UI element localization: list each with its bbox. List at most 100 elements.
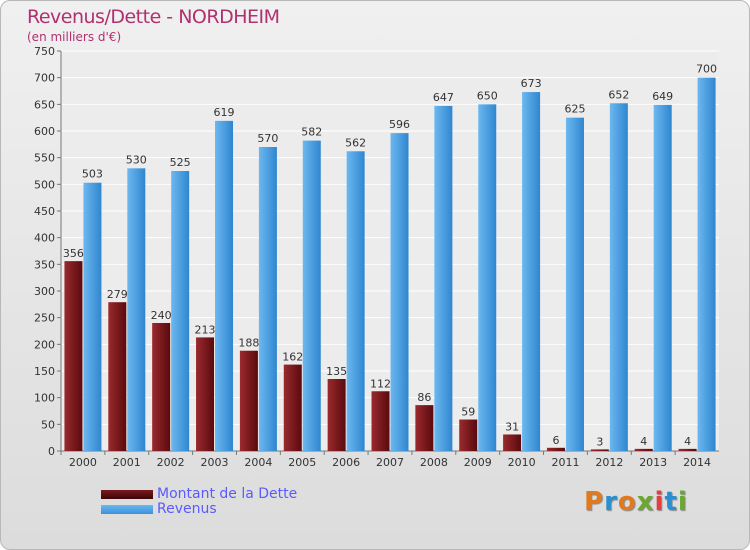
data-label-revenue: 562: [345, 136, 366, 149]
x-tick-label: 2003: [201, 456, 229, 469]
bar-revenue: [478, 104, 497, 451]
data-label-debt: 59: [461, 406, 475, 419]
data-label-debt: 4: [640, 435, 647, 448]
y-tick-label: 650: [34, 98, 55, 111]
data-label-debt: 240: [151, 309, 172, 322]
bar-revenue: [83, 182, 102, 451]
data-label-revenue: 596: [389, 118, 410, 131]
legend-swatch-revenue: [101, 505, 153, 514]
data-label-revenue: 582: [301, 126, 322, 139]
y-tick-label: 0: [48, 445, 55, 458]
x-tick-label: 2010: [508, 456, 536, 469]
chart-title: Revenus/Dette - NORDHEIM: [27, 6, 280, 28]
legend-item-debt: Montant de la Dette: [101, 487, 297, 502]
y-tick-label: 700: [34, 72, 55, 85]
bar-debt: [546, 447, 565, 451]
y-tick-label: 50: [41, 418, 55, 431]
y-tick-label: 250: [34, 312, 55, 325]
bar-debt: [415, 405, 434, 451]
bar-revenue: [434, 105, 453, 451]
y-tick-label: 550: [34, 152, 55, 165]
bar-debt: [327, 379, 346, 451]
bar-revenue: [127, 168, 146, 452]
data-label-revenue: 650: [477, 89, 498, 102]
logo-letter: x: [636, 487, 655, 517]
x-tick-label: 2013: [639, 456, 667, 469]
bar-revenue: [565, 117, 584, 452]
x-tick-label: 2007: [376, 456, 404, 469]
data-label-revenue: 619: [214, 106, 235, 119]
bar-debt: [503, 434, 522, 451]
x-tick-label: 2014: [683, 456, 711, 469]
bar-debt: [196, 337, 215, 451]
bar-revenue: [390, 133, 409, 451]
data-label-revenue: 649: [652, 90, 673, 103]
bar-debt: [283, 364, 302, 451]
legend-label-revenue: Revenus: [157, 501, 217, 517]
bar-debt: [590, 449, 609, 451]
y-tick-label: 300: [34, 285, 55, 298]
data-label-revenue: 503: [82, 168, 103, 181]
data-label-revenue: 647: [433, 91, 454, 104]
bar-revenue: [346, 151, 365, 451]
legend-item-revenue: Revenus: [101, 502, 297, 517]
y-tick-label: 600: [34, 125, 55, 138]
bar-revenue: [697, 77, 716, 452]
legend: Montant de la Dette Revenus: [101, 487, 297, 517]
data-label-revenue: 570: [257, 132, 278, 145]
x-tick-label: 2006: [332, 456, 360, 469]
data-label-revenue: 625: [564, 103, 585, 116]
data-label-debt: 86: [417, 391, 431, 404]
y-tick-label: 200: [34, 338, 55, 351]
y-tick-label: 400: [34, 232, 55, 245]
x-tick-label: 2009: [464, 456, 492, 469]
x-tick-label: 2005: [288, 456, 316, 469]
bar-debt: [152, 323, 171, 451]
x-tick-label: 2001: [113, 456, 141, 469]
data-label-debt: 188: [238, 337, 259, 350]
data-label-revenue: 673: [521, 77, 542, 90]
bar-debt: [64, 261, 83, 451]
data-label-debt: 31: [505, 420, 519, 433]
bar-revenue: [215, 120, 234, 451]
bar-revenue: [653, 104, 672, 451]
bar-debt: [678, 448, 697, 451]
data-label-debt: 135: [326, 365, 347, 378]
legend-label-debt: Montant de la Dette: [157, 486, 298, 502]
data-label-revenue: 525: [170, 156, 191, 169]
logo-letter: i: [677, 487, 688, 517]
bar-debt: [108, 302, 127, 451]
data-label-debt: 6: [552, 434, 559, 447]
x-tick-label: 2012: [595, 456, 623, 469]
data-label-debt: 112: [370, 377, 391, 390]
y-tick-label: 750: [34, 45, 55, 58]
data-label-debt: 279: [107, 288, 128, 301]
x-tick-label: 2008: [420, 456, 448, 469]
bar-revenue: [522, 92, 541, 452]
y-tick-label: 100: [34, 392, 55, 405]
x-tick-label: 2004: [244, 456, 272, 469]
x-tick-label: 2000: [69, 456, 97, 469]
data-label-debt: 3: [596, 435, 603, 448]
chart-subtitle: (en milliers d'€): [27, 30, 122, 44]
y-tick-label: 350: [34, 258, 55, 271]
bar-debt: [459, 419, 478, 451]
proxiti-logo: Proxiti: [584, 487, 688, 517]
bar-revenue: [609, 103, 628, 452]
x-tick-label: 2011: [551, 456, 579, 469]
data-label-debt: 213: [195, 323, 216, 336]
logo-letter: i: [654, 487, 665, 517]
x-tick-label: 2002: [157, 456, 185, 469]
data-label-revenue: 530: [126, 153, 147, 166]
bar-debt: [634, 448, 653, 451]
y-tick-label: 450: [34, 205, 55, 218]
y-tick-label: 500: [34, 178, 55, 191]
data-label-revenue: 652: [608, 88, 629, 101]
y-tick-label: 150: [34, 365, 55, 378]
bar-revenue: [171, 171, 190, 451]
data-label-debt: 4: [684, 435, 691, 448]
logo-letter: P: [584, 487, 605, 517]
bar-revenue: [258, 147, 277, 451]
